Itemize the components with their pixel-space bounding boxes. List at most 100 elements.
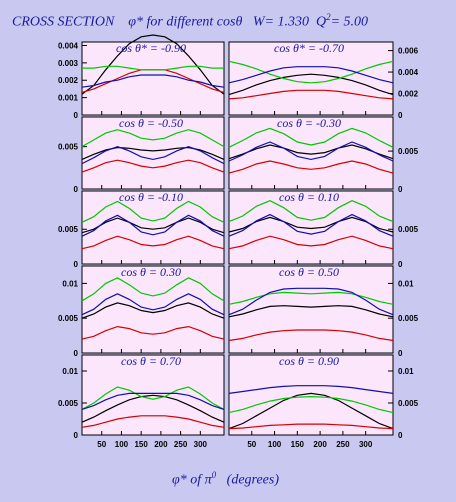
x-tick-label: 50: [247, 440, 256, 449]
x-tick-label: 200: [154, 440, 168, 449]
y-tick-label: 0.003: [58, 59, 79, 68]
series-line-green: [81, 129, 225, 148]
series-line-red: [228, 423, 394, 430]
series-line-blue: [228, 213, 394, 237]
panel-label: cos θ = -0.30: [277, 116, 341, 130]
panel-frame: [228, 265, 394, 354]
y-tick-label: 0.005: [58, 143, 79, 152]
series-line-black: [228, 305, 394, 318]
x-tick-label: 50: [97, 440, 106, 449]
panel-label: cos θ = 0.30: [121, 265, 181, 279]
panel-frame: [228, 41, 394, 116]
y-tick-label: 0: [74, 260, 79, 269]
panel-frame: [228, 116, 394, 190]
y-tick-label: 0.005: [398, 225, 419, 234]
series-line-blue: [81, 293, 225, 316]
x-axis-label: φ* of π0 (degrees): [172, 470, 279, 489]
y-tick-label: 0: [74, 349, 79, 358]
series-line-blue: [81, 74, 225, 88]
y-tick-label: 0.004: [398, 68, 419, 77]
title-q2-sup: 2: [326, 12, 331, 22]
y-tick-label: 0: [398, 260, 403, 269]
x-axis-label-text: φ* of π: [172, 472, 212, 488]
series-line-green: [81, 200, 225, 223]
y-tick-label: 0.01: [398, 279, 414, 288]
panel-label: cos θ = -0.50: [119, 116, 183, 130]
series-line-blue: [228, 287, 394, 316]
series-line-black: [81, 394, 225, 423]
y-tick-label: 0.002: [58, 76, 79, 85]
x-tick-label: 150: [134, 440, 148, 449]
series-line-blue: [228, 141, 394, 162]
series-line-green: [228, 60, 394, 84]
panel-label: cos θ = 0.50: [279, 265, 339, 279]
y-tick-label: 0: [398, 185, 403, 194]
series-line-black: [81, 146, 225, 160]
y-tick-label: 0: [398, 431, 403, 440]
x-tick-label: 200: [313, 440, 327, 449]
panel-frame: [81, 116, 225, 190]
series-line-green: [82, 65, 224, 71]
panel-label: cos θ = -0.10: [119, 190, 183, 204]
y-tick-label: 0: [74, 185, 79, 194]
title-main: CROSS SECTION: [12, 14, 115, 30]
series-line-red: [81, 415, 225, 428]
x-tick-label: 150: [291, 440, 305, 449]
y-tick-label: 0.01: [398, 367, 414, 376]
series-line-black: [228, 73, 394, 96]
panel-label: cos θ* = -0.70: [274, 41, 344, 55]
y-tick-label: 0: [398, 349, 403, 358]
series-line-green: [228, 127, 394, 148]
series-line-green: [228, 291, 394, 305]
series-line-red: [81, 159, 225, 173]
y-tick-label: 0.001: [58, 94, 79, 103]
y-tick-label: 0.005: [58, 314, 79, 323]
y-tick-label: 0.005: [398, 399, 419, 408]
y-tick-label: 0.005: [58, 399, 79, 408]
x-tick-label: 300: [194, 440, 208, 449]
series-line-green: [81, 277, 225, 302]
panel-frame: [81, 41, 225, 116]
series-line-red: [228, 89, 394, 100]
series-line-blue: [228, 385, 394, 394]
series-line-red: [81, 235, 225, 250]
title-q2-val: = 5.00: [330, 14, 369, 30]
panel-frame: [81, 190, 225, 265]
series-line-blue: [81, 145, 225, 165]
title-q2: Q: [315, 14, 327, 30]
x-tick-label: 100: [115, 440, 129, 449]
panel-label: cos θ = 0.10: [279, 190, 339, 204]
panel-label: cos θ* = -0.90: [116, 41, 186, 55]
series-line-blue: [228, 66, 394, 84]
series-line-green: [81, 386, 225, 410]
series-line-blue: [81, 392, 225, 410]
y-tick-label: 0.005: [58, 225, 79, 234]
series-line-blue: [81, 214, 225, 237]
series-line-red: [228, 160, 394, 174]
title-phi: φ* for different cosθ: [128, 14, 243, 30]
panel-label: cos θ = 0.90: [279, 354, 339, 368]
y-tick-label: 0.01: [62, 367, 78, 376]
series-line-red: [81, 325, 225, 340]
y-tick-label: 0.01: [62, 279, 78, 288]
series-line-black: [81, 34, 225, 95]
x-tick-label: 300: [359, 440, 373, 449]
x-axis-label-sup: 0: [211, 470, 217, 480]
x-axis-label-unit: (degrees): [226, 472, 279, 488]
x-tick-label: 100: [268, 440, 282, 449]
chart-title: CROSS SECTION φ* for different cosθ W= 1…: [12, 12, 368, 31]
series-line-black: [81, 302, 225, 319]
title-w: W= 1.330: [252, 14, 309, 30]
y-tick-label: 0.004: [58, 41, 79, 50]
series-line-black: [228, 144, 394, 160]
series-line-green: [228, 200, 394, 223]
y-tick-label: 0: [74, 111, 79, 120]
x-tick-label: 250: [336, 440, 350, 449]
x-tick-label: 250: [174, 440, 188, 449]
y-tick-label: 0.005: [398, 147, 419, 156]
y-tick-label: 0: [74, 431, 79, 440]
series-line-black: [228, 392, 394, 430]
panel-label: cos θ = 0.70: [121, 354, 181, 368]
panel-frame: [228, 190, 394, 265]
